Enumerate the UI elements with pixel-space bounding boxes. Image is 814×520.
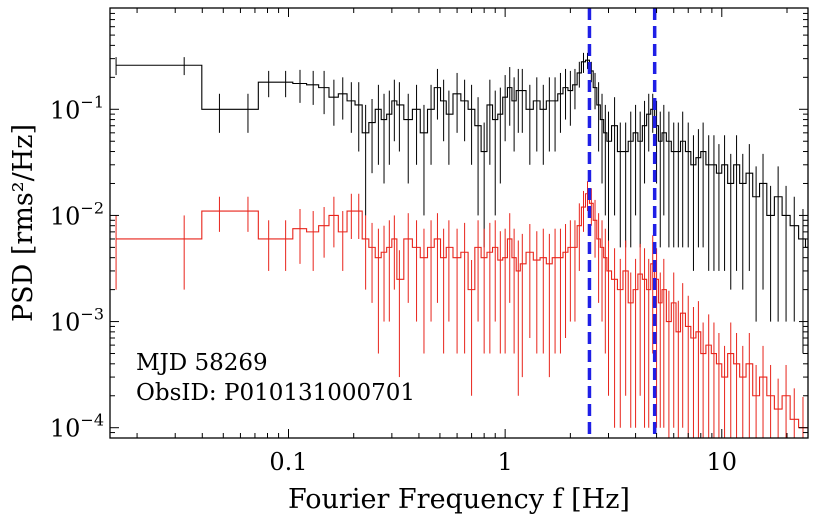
annotation-1: ObsID: P010131000701 [136,380,415,406]
y-tick-exponent: −2 [80,198,104,217]
y-tick-label: 10−4 [50,411,104,443]
annotation-0: MJD 58269 [136,350,268,376]
y-tick-exponent: −3 [80,305,104,324]
axes-layer [109,7,809,439]
y-tick-exponent: −4 [80,411,104,430]
y-tick-exponent: −1 [80,92,104,111]
x-tick-label: 1 [497,448,512,476]
y-tick-label: 10−3 [50,305,104,337]
y-tick-label: 10−1 [50,92,104,124]
y-axis-label: PSD [rms²/Hz] [8,124,39,322]
series-layer [115,52,808,438]
x-tick-label: 0.1 [269,448,307,476]
series-1-step-line [116,193,808,429]
y-tick-label: 10−2 [50,198,104,230]
y-tick-base: 10 [50,202,81,230]
y-tick-base: 10 [50,415,81,443]
x-axis-label: Fourier Frequency f [Hz] [288,484,630,515]
y-tick-base: 10 [50,309,81,337]
x-tick-label: 10 [707,448,738,476]
y-tick-base: 10 [50,96,81,124]
plot-frame [109,7,809,439]
